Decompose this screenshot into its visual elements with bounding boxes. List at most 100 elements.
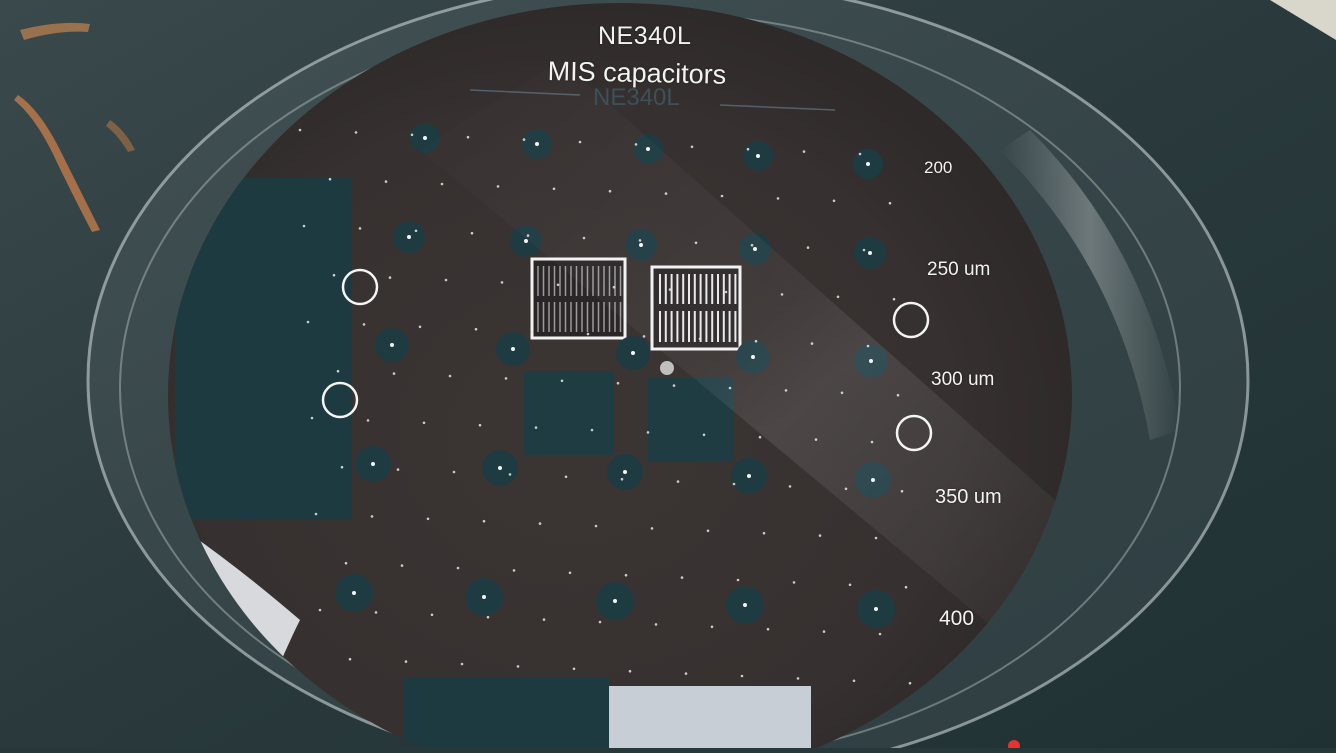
grid-dot	[400, 564, 404, 567]
size-label-250: 250 um	[927, 259, 991, 280]
grid-dot	[362, 323, 366, 326]
wafer-title-shadow: NE340L	[593, 84, 680, 111]
grid-dot	[598, 620, 602, 624]
grid-dot	[706, 529, 710, 533]
grid-dot	[702, 433, 706, 437]
grid-dot	[504, 377, 508, 380]
grid-dot	[848, 583, 852, 587]
grid-dot	[418, 325, 422, 329]
grid-dot	[646, 431, 650, 434]
grid-dot	[340, 465, 344, 469]
grid-dot	[904, 585, 908, 589]
grid-dot	[672, 384, 676, 387]
grid-dot	[690, 145, 694, 149]
grid-dot	[788, 485, 792, 488]
grid-dot	[470, 231, 474, 235]
title-rule-right	[719, 104, 836, 111]
alignment-mark	[341, 268, 379, 306]
grid-dot	[874, 536, 878, 540]
grid-dot	[628, 669, 632, 673]
grid-dot	[404, 660, 408, 663]
paper-corner	[1270, 0, 1336, 40]
grid-dot	[556, 283, 560, 287]
grid-dot	[482, 519, 486, 523]
grid-dot	[616, 381, 620, 385]
grid-dot	[384, 180, 388, 183]
pad-contact-dot	[747, 474, 751, 478]
grid-dot	[542, 618, 546, 621]
grid-dot	[314, 512, 318, 516]
pad-contact-dot	[631, 351, 635, 355]
center-marker	[660, 361, 674, 375]
grid-dot	[732, 482, 736, 486]
size-label-400: 400	[939, 607, 975, 630]
grid-dot	[806, 246, 810, 249]
grid-dot	[388, 276, 392, 279]
grid-dot	[460, 662, 464, 666]
grid-dot	[440, 182, 444, 186]
grid-dot	[332, 273, 336, 277]
grid-dot	[318, 608, 322, 612]
grid-dot	[710, 625, 714, 629]
size-label-300: 300 um	[931, 369, 995, 390]
pad-contact-dot	[407, 235, 411, 239]
grid-dot	[410, 133, 414, 137]
grid-dot	[474, 327, 478, 331]
grid-dot	[500, 281, 504, 284]
grid-dot	[560, 379, 564, 383]
grid-dot	[796, 677, 800, 680]
grid-dot	[654, 623, 658, 626]
grid-dot	[624, 573, 628, 577]
bench-stain	[106, 120, 135, 152]
grid-dot	[746, 147, 750, 151]
grid-dot	[836, 295, 840, 299]
grid-dot	[344, 561, 348, 565]
pad-contact-dot	[524, 239, 528, 243]
pad-contact-dot	[874, 607, 878, 611]
grid-dot	[422, 421, 426, 425]
grid-dot	[822, 630, 826, 633]
grid-dot	[620, 477, 624, 481]
pad-contact-dot	[511, 347, 515, 351]
grid-dot	[862, 248, 866, 252]
grid-dot	[336, 369, 340, 373]
grid-dot	[328, 177, 332, 181]
grid-dot	[564, 475, 568, 479]
size-label-350: 350 um	[935, 486, 1002, 508]
grid-dot	[676, 480, 680, 483]
glare-band	[420, 60, 1072, 700]
grid-dot	[366, 419, 370, 422]
grid-dot	[594, 524, 598, 528]
grid-dot	[680, 576, 684, 579]
grid-dot	[736, 578, 740, 582]
pad-contact-dot	[743, 603, 747, 607]
grid-dot	[302, 224, 306, 228]
grid-dot	[802, 150, 806, 153]
grid-dot	[762, 531, 766, 535]
grid-dot	[888, 201, 892, 205]
grid-dot	[530, 330, 534, 333]
wafer-title: NE340L	[598, 22, 692, 50]
grid-dot	[414, 229, 418, 233]
grid-dot	[358, 227, 362, 230]
pad-contact-dot	[868, 251, 872, 255]
grid-dot	[650, 527, 654, 530]
bottom-dark-block	[404, 678, 609, 753]
grid-dot	[758, 435, 762, 439]
silicon-wafer	[168, 3, 1072, 753]
grid-dot	[354, 131, 358, 134]
pad-contact-dot	[623, 470, 627, 474]
grid-dot	[374, 611, 378, 614]
pad-contact-dot	[423, 136, 427, 140]
pad-contact-dot	[352, 591, 356, 595]
pad-contact-dot	[390, 343, 394, 347]
grid-dot	[478, 423, 482, 427]
grid-dot	[892, 297, 896, 301]
pad-contact-dot	[498, 466, 502, 470]
grid-dot	[516, 665, 520, 668]
grid-dot	[426, 517, 430, 521]
grid-dot	[908, 681, 912, 685]
bench-stain	[20, 22, 90, 40]
